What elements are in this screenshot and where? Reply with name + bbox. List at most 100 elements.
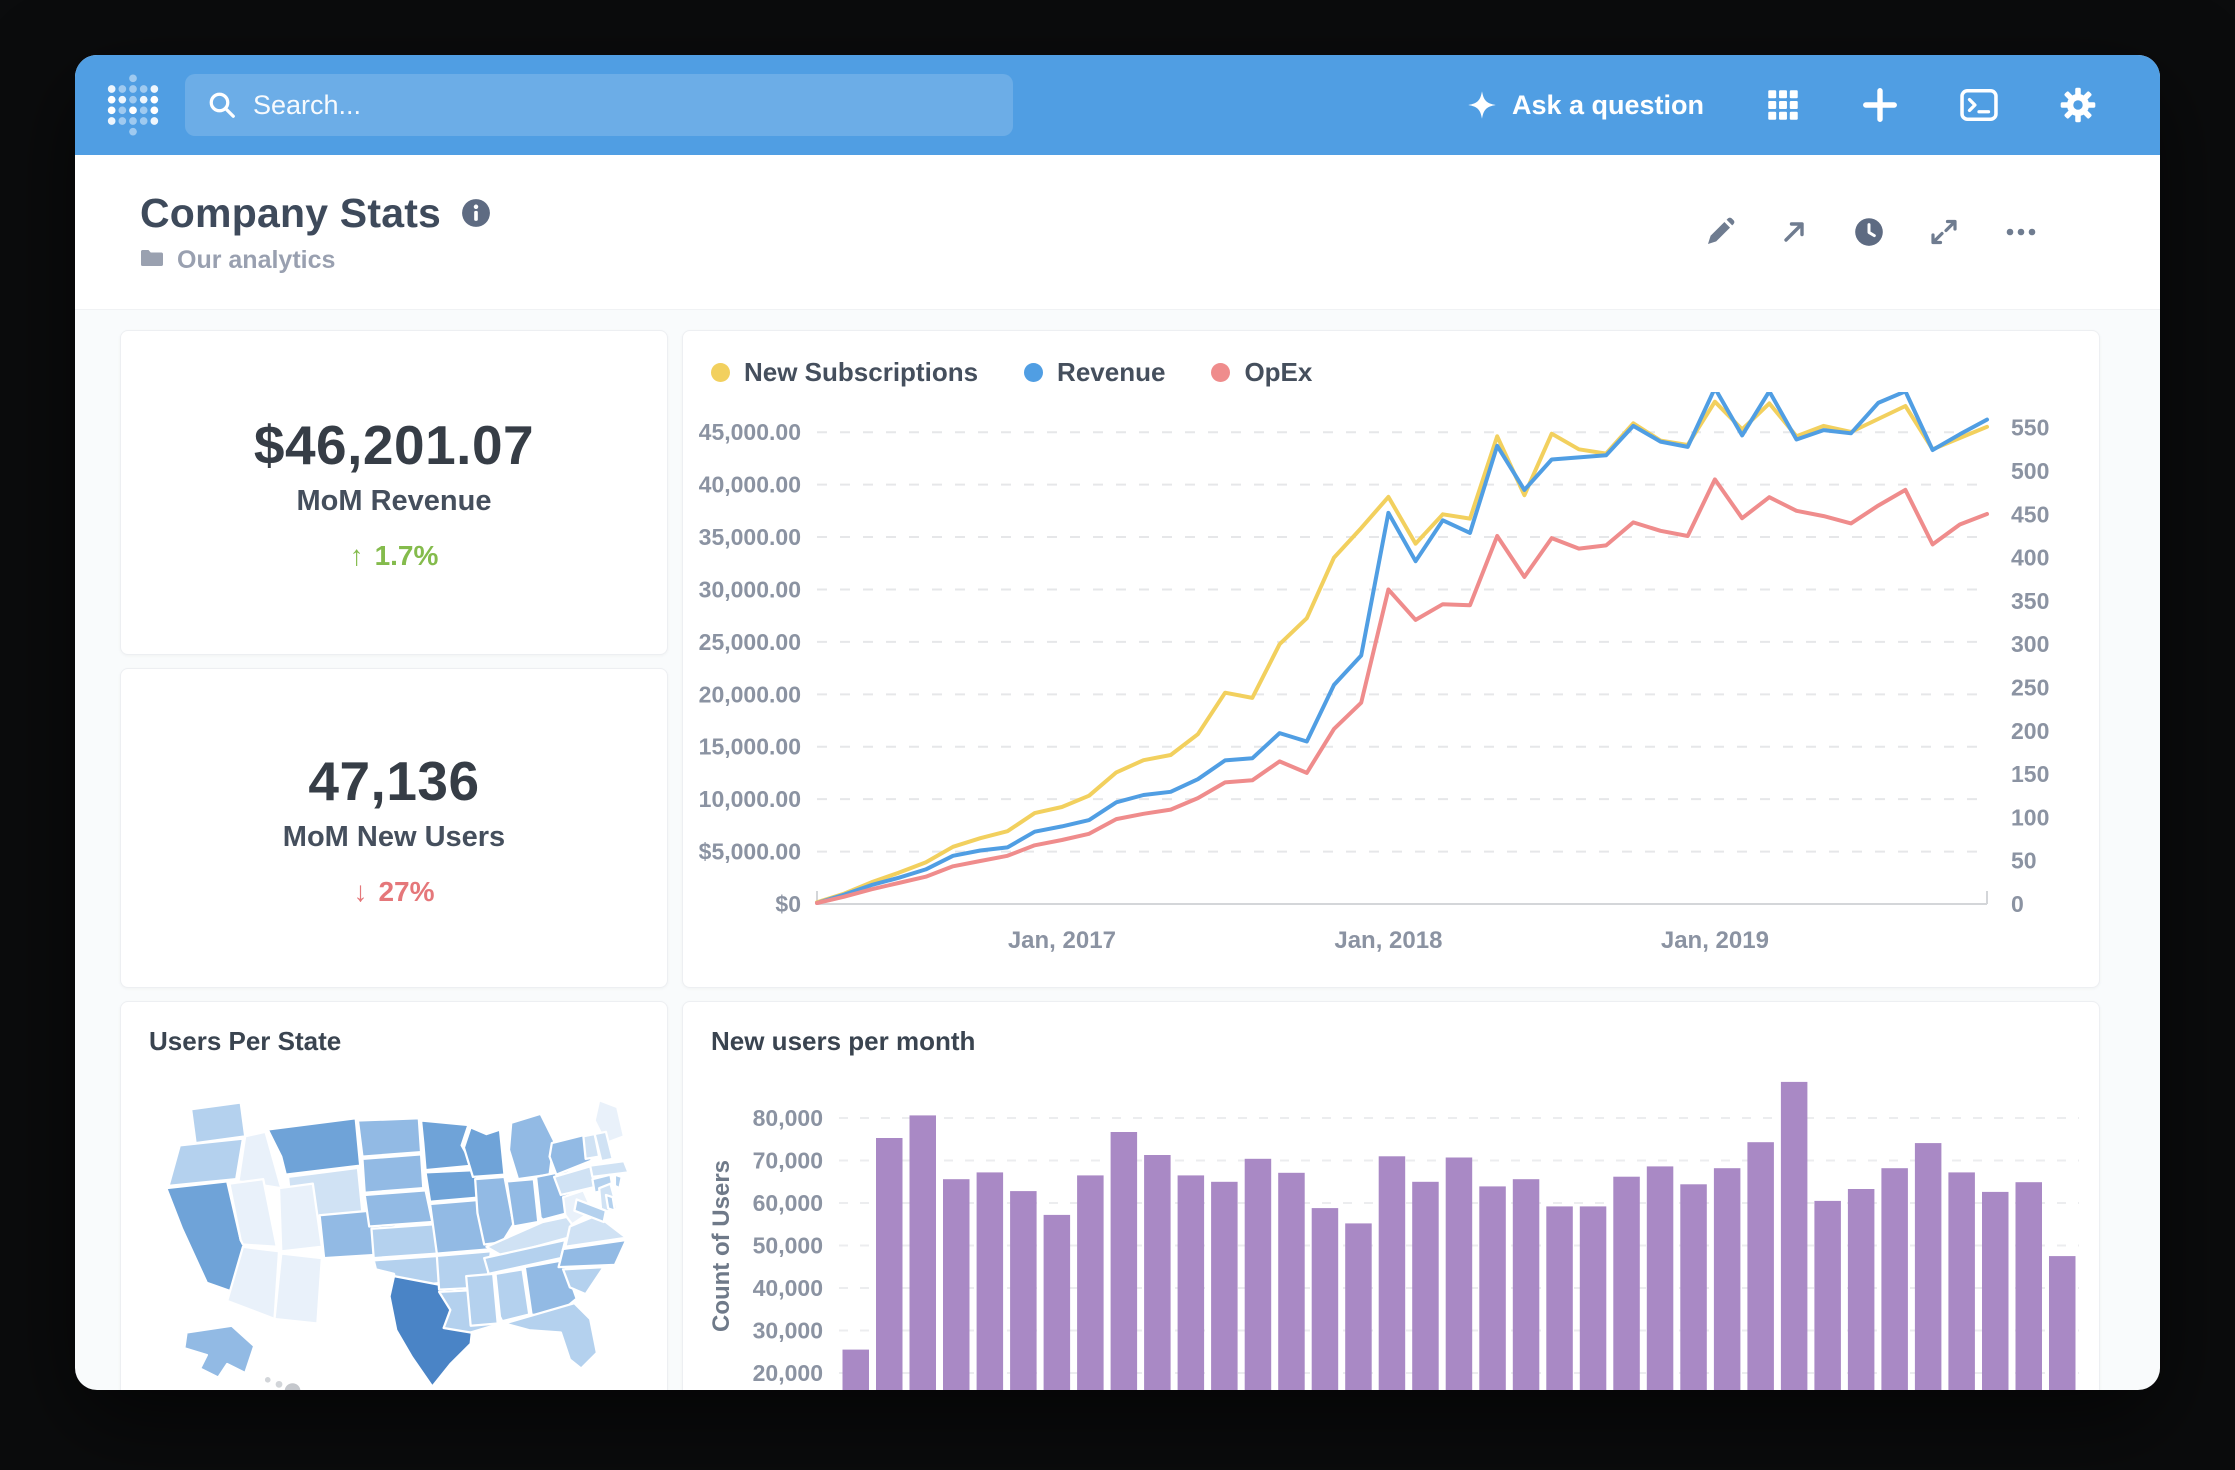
share-arrow-icon [1784, 222, 1804, 242]
state-FL [503, 1302, 599, 1370]
chart-legend: New Subscriptions Revenue OpEx [699, 345, 2083, 392]
change-value: 27% [378, 875, 435, 907]
svg-text:$25,000.00: $25,000.00 [699, 629, 801, 655]
ask-question-label: Ask a question [1511, 89, 1704, 120]
edit-dashboard-button[interactable] [1704, 216, 1736, 248]
svg-text:$0: $0 [775, 891, 801, 917]
gear-icon [2060, 87, 2096, 123]
trend-chart-card[interactable]: New Subscriptions Revenue OpEx $0 $5,000.… [682, 330, 2100, 988]
sparkle-icon [1467, 90, 1497, 120]
svg-text:40,000: 40,000 [753, 1275, 823, 1301]
topbar-actions: Ask a question [1467, 87, 2096, 123]
svg-text:$45,000.00: $45,000.00 [699, 419, 801, 445]
search-input[interactable]: Search... [185, 74, 1013, 136]
share-button[interactable] [1778, 216, 1810, 248]
svg-text:150: 150 [2011, 761, 2049, 787]
state-ND [356, 1117, 423, 1158]
svg-text:300: 300 [2011, 631, 2049, 657]
clock-icon [1855, 218, 1883, 246]
state-MD [573, 1198, 608, 1224]
card-title: New users per month [711, 1026, 976, 1056]
legend-item-opex[interactable]: OpEx [1211, 357, 1312, 388]
scalar-value: 47,136 [308, 749, 480, 812]
state-NM [273, 1252, 323, 1325]
sql-editor-button[interactable] [1960, 88, 1998, 122]
card-title: Users Per State [149, 1026, 342, 1056]
mom-revenue-card[interactable]: $46,201.07 MoM Revenue ↑ 1.7% [120, 330, 668, 655]
mom-new-users-card[interactable]: 47,136 MoM New Users ↓ 27% [120, 668, 668, 988]
svg-text:$30,000.00: $30,000.00 [699, 576, 801, 602]
svg-text:400: 400 [2011, 545, 2049, 571]
scalar-change: ↓ 27% [353, 876, 434, 908]
users-per-state-card[interactable]: Users Per State [120, 1001, 668, 1390]
legend-dot-icon [1211, 363, 1231, 382]
settings-gear-button[interactable] [2060, 87, 2096, 123]
state-MI [507, 1112, 556, 1181]
state-AL [494, 1268, 531, 1323]
legend-label: New Subscriptions [744, 357, 979, 387]
scalar-value: $46,201.07 [253, 414, 535, 476]
svg-text:Jan, 2019: Jan, 2019 [1661, 927, 1769, 954]
svg-text:250: 250 [2011, 674, 2049, 700]
legend-dot-icon [711, 363, 730, 382]
new-users-bar-chart[interactable]: 20,000 30,000 40,000 50,000 60,000 70,000 80,0… [699, 1061, 2085, 1390]
svg-text:0: 0 [2011, 891, 2024, 917]
scalar-label: MoM New Users [282, 820, 506, 853]
us-choropleth-map[interactable] [146, 1091, 642, 1390]
svg-text:$15,000.00: $15,000.00 [699, 734, 801, 760]
legend-label: Revenue [1057, 357, 1166, 387]
new-question-button[interactable] [1862, 87, 1898, 123]
state-IN [505, 1178, 540, 1228]
info-icon[interactable] [461, 198, 491, 228]
state-RI [613, 1173, 623, 1190]
browse-data-button[interactable] [1766, 88, 1800, 122]
state-NH [593, 1130, 614, 1163]
top-nav-bar: Search... Ask a question [75, 55, 2160, 155]
state-MA [589, 1160, 630, 1179]
fullscreen-icon [1931, 219, 1957, 245]
state-MT [266, 1117, 362, 1176]
trend-arrow-icon: ↓ [353, 875, 368, 907]
ask-question-button[interactable]: Ask a question [1467, 90, 1704, 121]
legend-dot-icon [1024, 363, 1044, 382]
change-value: 1.7% [374, 540, 439, 571]
trend-line-chart[interactable]: $0 $5,000.00 $10,000.00 $15,000.00 $20,000.0… [686, 386, 2085, 964]
state-NV [228, 1178, 278, 1248]
fullscreen-button[interactable] [1928, 216, 1960, 248]
state-VA [564, 1214, 628, 1248]
collection-name: Our analytics [177, 245, 336, 274]
ellipsis-icon [2006, 228, 2036, 236]
page-header: Company Stats Our analytics [75, 155, 2160, 310]
svg-text:550: 550 [2011, 415, 2049, 441]
legend-label: OpEx [1244, 357, 1313, 387]
auto-refresh-button[interactable] [1852, 215, 1886, 249]
dashboard-actions [1704, 215, 2040, 249]
more-options-button[interactable] [2002, 216, 2040, 248]
dashboard-grid: $46,201.07 MoM Revenue ↑ 1.7% 47,136 MoM… [75, 310, 2160, 1390]
svg-text:30,000: 30,000 [753, 1318, 823, 1344]
new-users-per-month-card[interactable]: New users per month 20,000 30,000 40,000 50… [682, 1001, 2100, 1390]
metabase-logo-icon[interactable] [105, 71, 161, 139]
scalar-label: MoM Revenue [296, 485, 492, 517]
svg-text:100: 100 [2011, 804, 2049, 830]
svg-text:60,000: 60,000 [753, 1190, 823, 1216]
state-OR [167, 1137, 245, 1188]
terminal-icon [1960, 88, 1998, 122]
state-WI [462, 1126, 506, 1179]
svg-text:70,000: 70,000 [753, 1148, 823, 1174]
svg-text:$10,000.00: $10,000.00 [699, 786, 801, 812]
svg-text:$35,000.00: $35,000.00 [699, 524, 801, 550]
legend-item-revenue[interactable]: Revenue [1024, 357, 1165, 388]
breadcrumb[interactable]: Our analytics [140, 246, 491, 275]
svg-text:500: 500 [2011, 458, 2049, 484]
state-AK [183, 1324, 256, 1379]
trend-arrow-icon: ↑ [349, 540, 364, 571]
svg-text:Jan, 2018: Jan, 2018 [1334, 927, 1442, 954]
state-MS [465, 1272, 499, 1327]
legend-item-new-subscriptions[interactable]: New Subscriptions [711, 357, 978, 388]
app-window: Search... Ask a question [75, 55, 2160, 1390]
grid-icon [1768, 90, 1798, 120]
state-WA [189, 1101, 247, 1145]
folder-icon [140, 246, 164, 275]
svg-text:350: 350 [2011, 588, 2049, 614]
